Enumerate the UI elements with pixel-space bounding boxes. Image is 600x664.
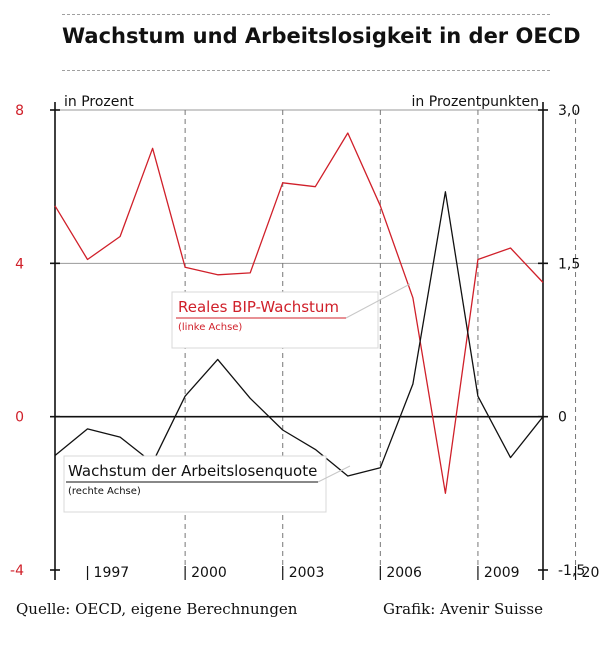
x-tick-label: 2012 — [582, 565, 600, 581]
x-tick-label: 1997 — [94, 565, 130, 581]
right-tick-label: 3,0 — [558, 103, 580, 119]
x-tick-label: 2009 — [484, 565, 520, 581]
left-tick-label: 8 — [15, 103, 24, 119]
left-tick-label: -4 — [10, 563, 24, 579]
top-divider — [62, 14, 550, 15]
left-tick-label: 4 — [15, 256, 24, 272]
right-tick-label: 1,5 — [558, 256, 580, 272]
gdp-series-label: Reales BIP-Wachstum — [178, 298, 339, 316]
chart-title: Wachstum und Arbeitslosigkeit in der OEC… — [62, 24, 581, 48]
x-tick-label: 2000 — [191, 565, 227, 581]
gdp-label-box — [171, 291, 379, 349]
series-layer — [54, 132, 544, 494]
right-tick-label: 0 — [558, 410, 567, 426]
labels: 8 4 0 -4 3,0 1,5 0 -1,5 1997 2000 2003 2006 2009 2012… — [10, 94, 600, 581]
series-line — [54, 191, 544, 477]
axes — [50, 102, 577, 580]
source-note: Quelle: OECD, eigene Berechnungen — [16, 600, 298, 618]
credit-note: Grafik: Avenir Suisse — [383, 600, 543, 618]
left-tick-label: 0 — [15, 410, 24, 426]
series-line — [54, 132, 544, 494]
gdp-leader — [345, 283, 411, 319]
x-tick-label: 2003 — [289, 565, 325, 581]
x-tick-label: 2006 — [386, 565, 422, 581]
chart: 8 4 0 -4 3,0 1,5 0 -1,5 1997 2000 2003 2006 2009 2012… — [10, 94, 600, 581]
right-axis-label: in Prozentpunkten — [412, 94, 539, 110]
gdp-series-note: (linke Achse) — [178, 322, 242, 333]
unemp-series-label: Wachstum der Arbeitslosenquote — [68, 462, 317, 480]
unemp-series-note: (rechte Achse) — [68, 486, 141, 497]
right-tick-label: -1,5 — [558, 563, 585, 579]
left-axis-label: in Prozent — [64, 94, 134, 110]
unemp-leader — [317, 465, 351, 483]
title-divider — [62, 70, 550, 71]
unemp-label-box — [63, 455, 327, 513]
